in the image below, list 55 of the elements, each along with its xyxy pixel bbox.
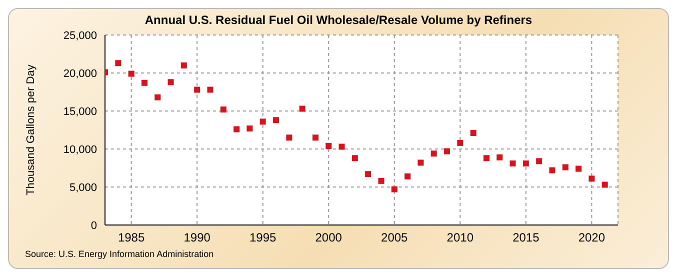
point [588,176,595,182]
point [365,171,372,178]
x-tick-label: 2010 [446,230,474,245]
point [154,94,161,100]
point [194,86,200,93]
point [352,155,358,162]
point [141,80,148,86]
point [260,118,266,125]
point [483,155,490,162]
x-tick-label: 1990 [184,230,211,245]
point [576,166,582,172]
y-tick-label: 5,000 [69,182,97,194]
x-tick-label: 1995 [249,230,277,245]
point [220,106,226,112]
point [378,178,384,184]
point [115,60,122,66]
point [246,125,253,132]
point [562,164,568,170]
point [536,158,542,164]
point [180,62,187,68]
point [286,134,292,141]
point [338,144,345,150]
point [207,86,214,93]
point [391,186,398,192]
point [273,117,279,124]
point [404,173,411,180]
source-note: Source: U.S. Energy Information Administration [25,249,214,259]
y-tick-label: 20,000 [63,68,97,80]
x-tick-label: 2005 [381,230,408,245]
chart-title: Annual U.S. Residual Fuel Oil Wholesale/Resale Volume by Refiners [144,13,534,27]
point [128,70,134,77]
point [299,106,306,112]
y-tick-label: 10,000 [63,144,97,156]
point [457,140,464,146]
x-tick-label: 2015 [512,230,540,245]
point [430,150,437,157]
point [496,154,503,160]
point [549,167,556,174]
point [470,130,476,136]
point [326,142,332,149]
point [510,160,516,166]
point [418,160,424,166]
point [168,79,174,86]
point [234,126,240,132]
y-tick-label: 0 [90,220,97,232]
point [602,182,608,188]
x-tick-label: 2000 [315,230,342,245]
y-tick-label: 15,000 [63,106,97,118]
x-tick-label: 2020 [578,230,606,245]
point [444,148,450,154]
point [312,134,318,141]
y-axis-title: Thousand Gallons per Day [24,64,37,196]
x-tick-label: 1985 [118,230,145,245]
y-tick-label: 25,000 [63,30,97,42]
point [522,160,529,166]
